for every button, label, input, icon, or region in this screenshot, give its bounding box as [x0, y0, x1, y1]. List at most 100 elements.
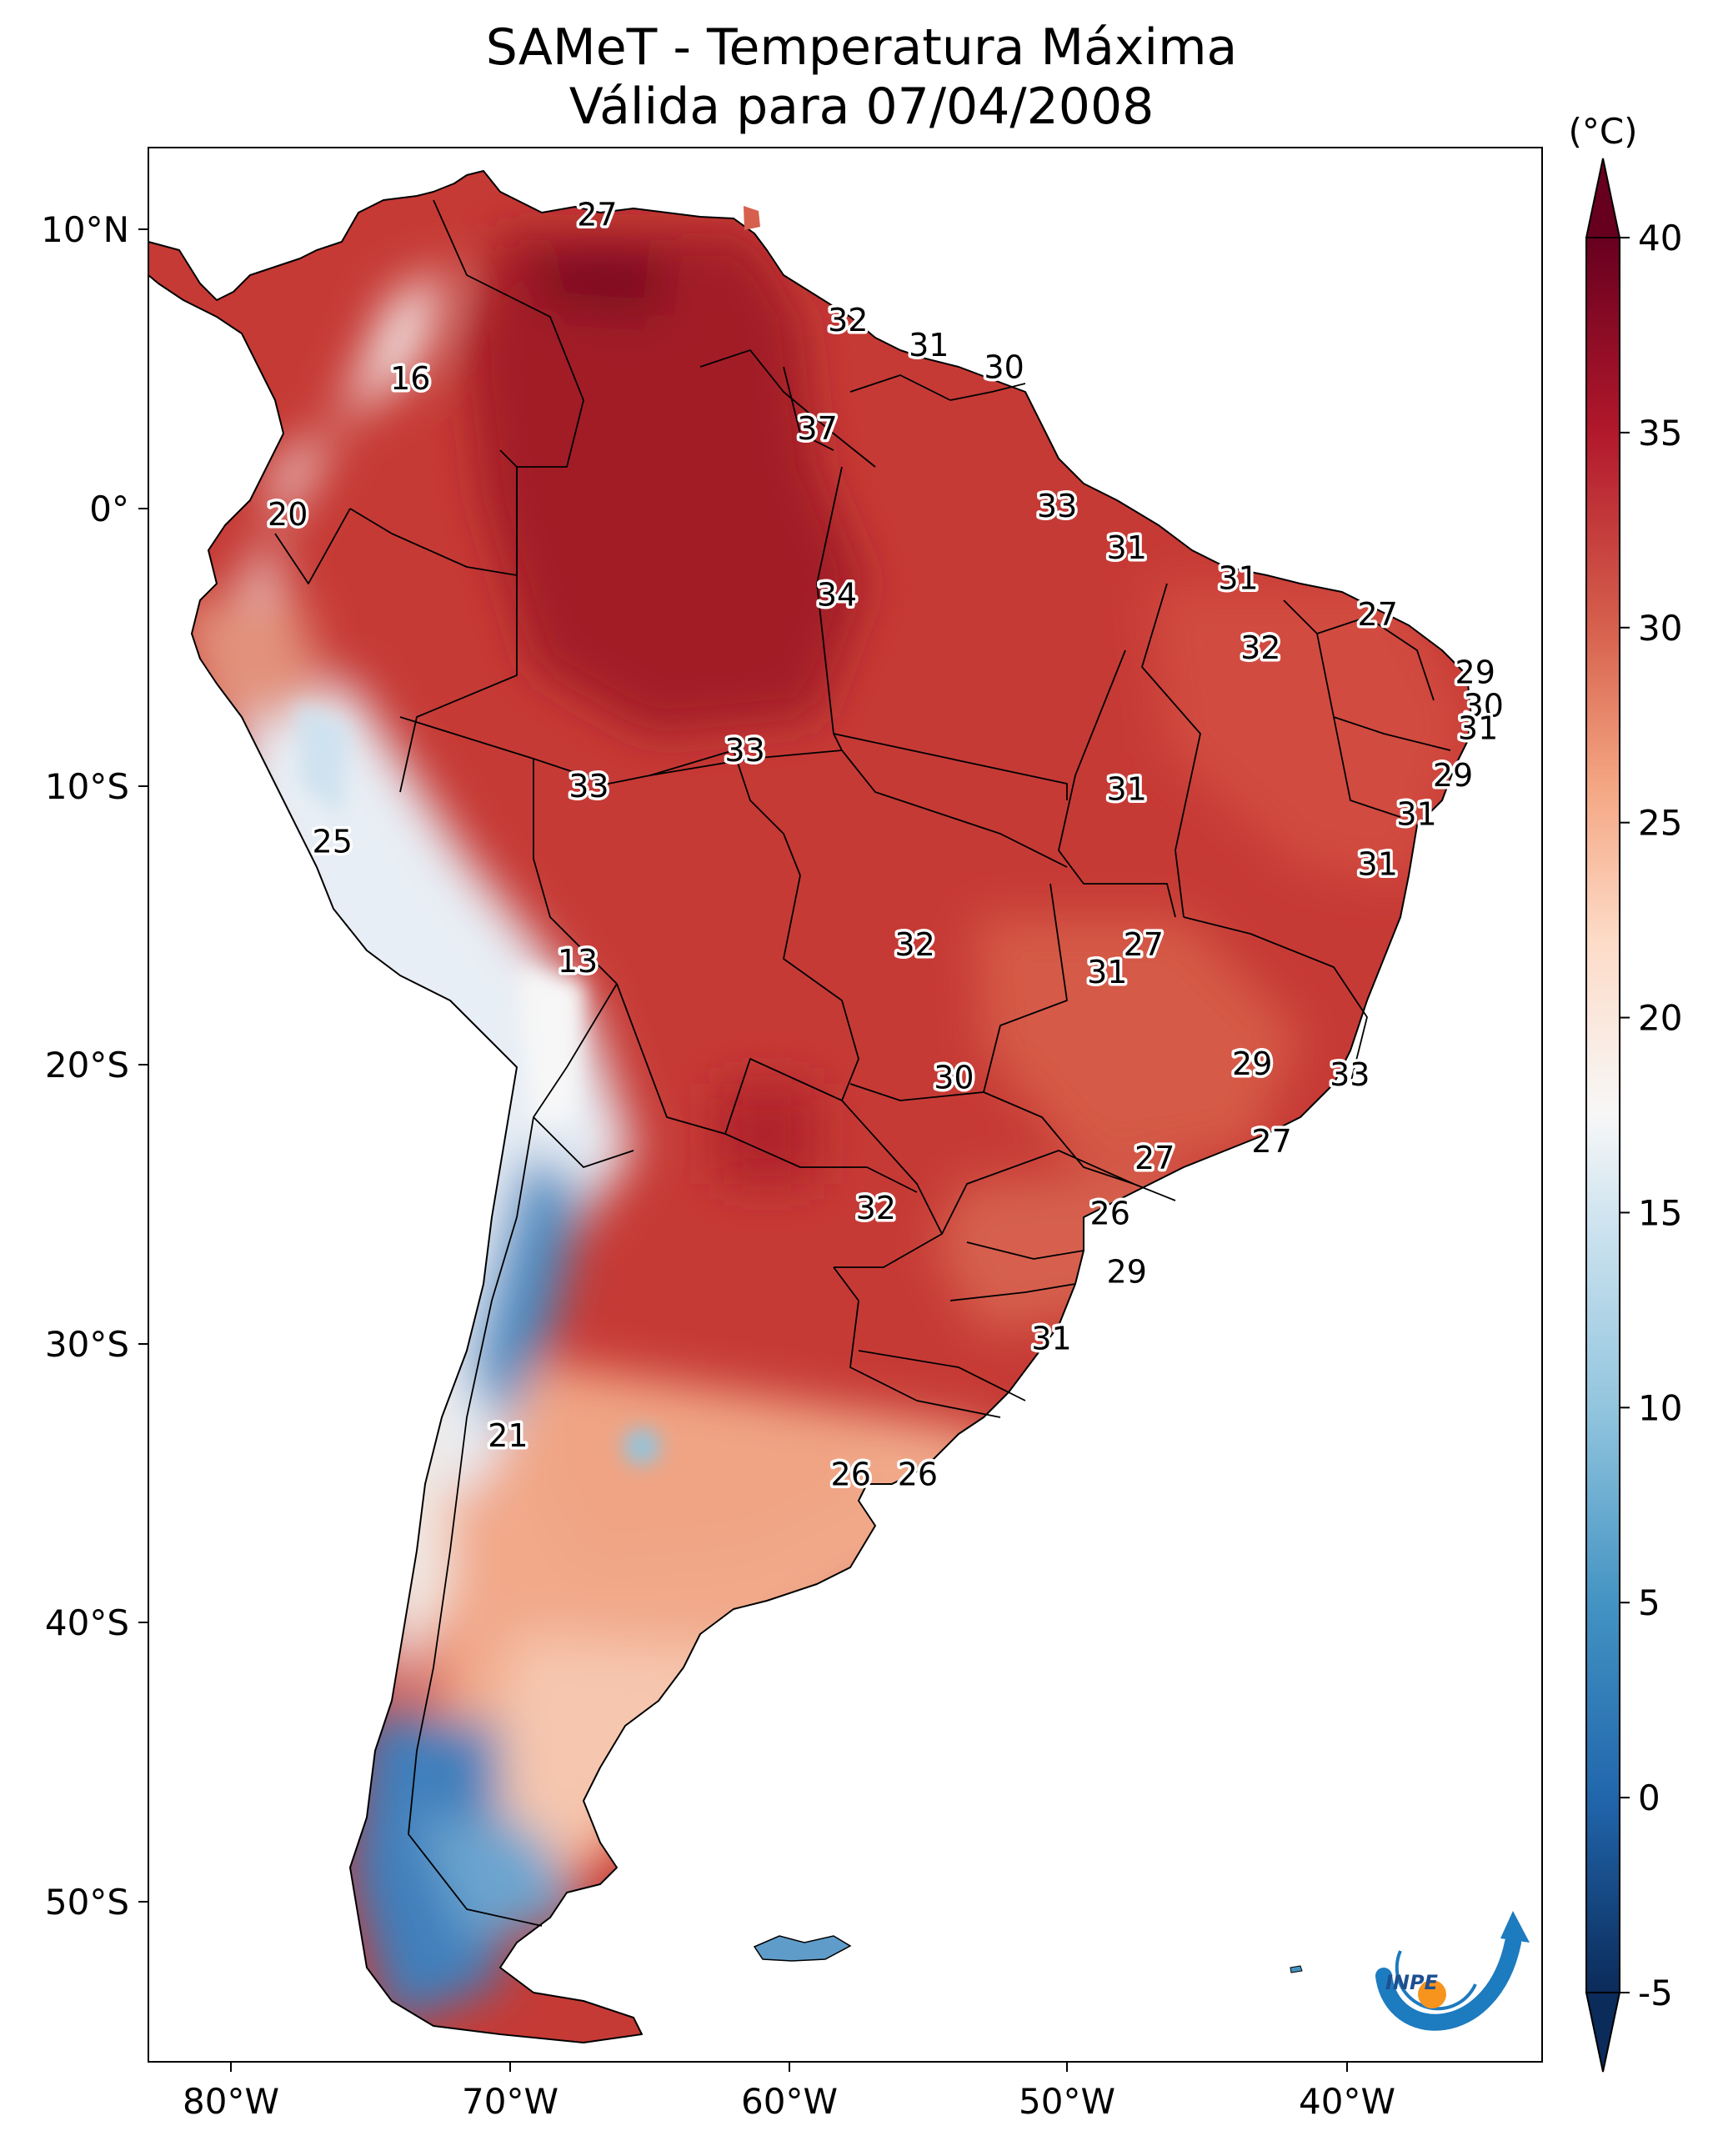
border-bolivia-argentina: [533, 1116, 634, 1168]
contour-label: 25: [313, 824, 353, 860]
border-state-bahia-north: [1333, 716, 1401, 818]
colorbar-tick-label: 10: [1638, 1387, 1682, 1428]
contour-label: 32: [894, 926, 934, 963]
colorbar-tick-label: 20: [1638, 998, 1682, 1039]
contour-label: 21: [488, 1417, 528, 1454]
map-subtitle: Válida para 07/04/2008: [568, 78, 1155, 136]
contour-label: 29: [1232, 1045, 1272, 1082]
lat-label-50s: 50°S: [45, 1882, 129, 1923]
contour-label: 31: [1218, 560, 1258, 597]
contour-label: 33: [568, 768, 609, 805]
lat-label-30s: 30°S: [45, 1324, 129, 1365]
contour-label: 13: [558, 943, 598, 980]
colorbar-tick-label: 25: [1638, 803, 1682, 844]
falkland-islands: [753, 1935, 852, 1962]
temp-zone-pampas: [533, 1367, 884, 1567]
border-argentina-uruguay: [833, 1266, 1001, 1418]
temp-zone-altiplano: [517, 967, 584, 1126]
border-suriname: [849, 374, 951, 401]
contour-label: 29: [1455, 654, 1495, 691]
contour-label: 27: [1124, 926, 1164, 963]
inpe-logo: INPE: [1375, 1911, 1530, 2031]
contour-label: 32: [856, 1190, 896, 1226]
contour-label: 20: [268, 496, 308, 533]
map-title: SAMeT - Temperatura Máxima: [485, 18, 1238, 77]
temp-zone-venezuela: [533, 250, 667, 317]
temp-zone-south-andes: [350, 1709, 500, 2026]
logo-sun-icon: [1418, 1980, 1446, 2008]
colorbar-tick-label: -5: [1638, 1973, 1673, 2013]
contour-label: 33: [724, 732, 764, 769]
temp-zone-northeast: [1150, 584, 1467, 884]
contour-label: 31: [1358, 845, 1398, 882]
lat-label-10s: 10°S: [45, 766, 129, 807]
border-state-minas: [1183, 916, 1368, 1085]
temp-zone-andes-cold: [467, 1151, 584, 1434]
contour-label: 31: [1087, 954, 1127, 990]
colorbar-tick-label: 5: [1638, 1582, 1660, 1623]
colorbar-lower-extend: [1585, 1992, 1621, 2073]
contour-label: 34: [817, 577, 857, 614]
coastlines: [148, 170, 1472, 2043]
border-state-mt-north: [649, 750, 1068, 868]
trinidad-island: [744, 206, 760, 230]
border-peru-brazil: [399, 467, 518, 793]
lat-label-20s: 20°S: [45, 1045, 129, 1086]
border-state-parana: [966, 1241, 1084, 1260]
border-state-tocantins: [1058, 649, 1176, 918]
contour-label: 30: [1464, 688, 1504, 725]
border-state-sc: [949, 1283, 1076, 1301]
lon-label-60w: 60°W: [741, 2081, 838, 2122]
border-peru-bolivia: [533, 759, 618, 985]
contour-label: 31: [909, 327, 949, 364]
contour-label: 27: [1251, 1123, 1291, 1160]
border-state-pe: [1316, 633, 1451, 751]
border-state-sp: [941, 1150, 1176, 1235]
border-state-piaui-bahia: [1141, 583, 1201, 918]
contour-label: 31: [1107, 529, 1147, 566]
contour-label: 37: [797, 410, 837, 447]
contour-label: 16: [390, 360, 430, 397]
logo-orbit-icon: [1395, 1950, 1477, 2011]
lon-label-40w: 40°W: [1299, 2081, 1395, 2122]
contour-label: 33: [1330, 1056, 1370, 1093]
latitude-ticks: 10°N 0° 10°S 20°S 30°S 40°S 50°S: [41, 209, 148, 1923]
south-georgia-island: [1290, 1965, 1303, 1973]
contour-label: 29: [1433, 757, 1473, 794]
colorbar-tick-label: 35: [1638, 413, 1682, 454]
border-state-amazonas-para: [816, 466, 843, 751]
contour-label: 31: [1107, 771, 1147, 808]
lon-label-70w: 70°W: [462, 2081, 558, 2122]
contour-label: 27: [577, 197, 617, 233]
contour-label: 26: [898, 1456, 938, 1492]
lon-label-50w: 50°W: [1019, 2081, 1115, 2122]
logo-swoosh-icon: [1375, 1934, 1521, 2031]
colorbar: (°C) 40 35 30 25 20 15 10 5 0 -5: [1568, 111, 1682, 2073]
border-chile-argentina: [408, 983, 618, 1927]
border-ecuador: [274, 508, 351, 584]
colorbar-unit: (°C): [1568, 111, 1637, 152]
lat-label-40s: 40°S: [45, 1602, 129, 1643]
map-frame: [148, 147, 1543, 2063]
political-borders: [274, 199, 1451, 1927]
contour-label: 32: [1240, 629, 1280, 666]
contour-label: 27: [1134, 1140, 1175, 1176]
contour-label: 29: [1107, 1254, 1147, 1291]
colorbar-ticks: 40 35 30 25 20 15 10 5 0 -5: [1620, 218, 1682, 2013]
contour-label: 33: [1037, 488, 1077, 524]
border-state-ms: [849, 1083, 984, 1101]
lat-label-0: 0°: [89, 489, 129, 529]
colorbar-tick-label: 30: [1638, 608, 1682, 649]
continent-coastline: [148, 170, 1472, 2043]
border-bolivia-paraguay: [616, 983, 918, 1193]
temp-spot-cold: [624, 1428, 660, 1465]
longitude-ticks: 80°W 70°W 60°W 50°W 40°W: [183, 2062, 1395, 2122]
border-uruguay-rs: [858, 1350, 1026, 1401]
temp-zone-southeast: [975, 917, 1300, 1167]
colorbar-upper-extend: [1585, 158, 1621, 238]
border-french-guiana: [949, 383, 1026, 401]
contour-label: 26: [1090, 1196, 1130, 1232]
colorbar-gradient: [1586, 238, 1620, 1993]
temp-zone-colombia-andes: [242, 267, 450, 634]
